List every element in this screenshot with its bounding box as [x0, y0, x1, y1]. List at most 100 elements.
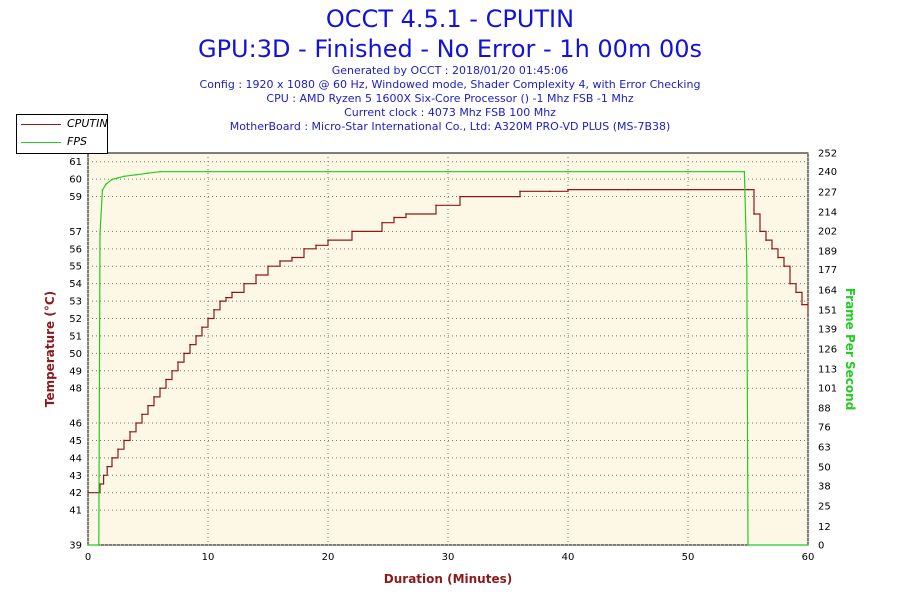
data-point-cputin: [291, 256, 293, 259]
y2-tick-label: 76: [818, 422, 831, 433]
legend-swatch-cputin: [21, 124, 61, 125]
y2-tick-label: 214: [818, 208, 837, 219]
data-point-cputin: [117, 448, 119, 450]
y2-tick-label: 0: [818, 541, 824, 552]
data-point-fps: [447, 170, 449, 173]
data-point-fps: [105, 183, 107, 185]
data-point-cputin: [747, 188, 749, 191]
legend-label-cputin: CPUTIN: [67, 117, 108, 130]
data-point-fps: [87, 544, 89, 546]
y2-tick-label: 25: [818, 502, 831, 513]
data-point-cputin: [627, 188, 629, 191]
data-point-cputin: [147, 404, 149, 407]
y2-tick-label: 151: [818, 306, 837, 317]
data-point-fps: [135, 173, 137, 176]
data-point-cputin: [405, 213, 407, 215]
y-tick-label: 55: [69, 262, 82, 273]
data-point-cputin: [807, 314, 809, 316]
legend-swatch-fps: [21, 142, 61, 143]
data-point-cputin: [141, 413, 143, 416]
data-point-cputin: [153, 396, 155, 398]
y-tick-label: 42: [69, 488, 82, 499]
data-point-fps: [207, 170, 209, 173]
data-point-cputin: [213, 309, 215, 311]
data-point-fps: [159, 170, 161, 173]
generated-info: Generated by OCCT : 2018/01/20 01:45:06: [331, 64, 569, 77]
data-point-fps: [99, 233, 101, 235]
data-point-fps: [147, 172, 149, 175]
data-point-fps: [807, 544, 809, 546]
data-point-cputin: [201, 326, 203, 329]
data-point-cputin: [243, 282, 245, 285]
series-line-cputin: [88, 189, 809, 494]
y2-tick-label: 113: [818, 365, 837, 376]
y2-tick-label: 88: [818, 404, 831, 415]
data-point-cputin: [549, 190, 551, 193]
y2-tick-label: 227: [818, 187, 837, 198]
y-tick-label: 59: [69, 192, 82, 203]
chart-title: OCCT 4.5.1 - CPUTIN: [325, 5, 575, 33]
y-tick-label: 53: [69, 297, 82, 308]
data-point-cputin: [327, 239, 329, 241]
data-point-cputin: [129, 430, 131, 433]
data-point-fps: [747, 544, 749, 546]
data-point-cputin: [567, 188, 569, 191]
data-point-cputin: [315, 244, 317, 247]
y2-tick-label: 38: [818, 481, 831, 492]
y-tick-label: 52: [69, 314, 82, 325]
y-tick-label: 61: [69, 157, 82, 168]
data-point-cputin: [771, 248, 773, 250]
x-tick-label: 50: [682, 552, 695, 563]
y-tick-label: 56: [69, 244, 82, 255]
y2-tick-label: 189: [818, 247, 837, 258]
chart-subtitle: GPU:3D - Finished - No Error - 1h 00m 00…: [197, 35, 702, 63]
x-tick-label: 60: [802, 552, 815, 563]
data-point-cputin: [381, 221, 383, 224]
y-tick-label: 54: [69, 279, 82, 290]
data-point-fps: [687, 170, 689, 173]
y2-tick-label: 50: [818, 463, 831, 474]
y-tick-label: 39: [69, 541, 82, 552]
data-point-cputin: [135, 422, 137, 424]
data-point-cputin: [777, 256, 779, 259]
series-line-fps: [88, 171, 808, 546]
y2-axis-label: Frame Per Second: [843, 288, 857, 411]
data-point-cputin: [753, 213, 755, 215]
data-point-cputin: [102, 474, 105, 477]
data-point-cputin: [165, 378, 167, 381]
data-point-cputin: [159, 387, 161, 390]
data-point-cputin: [519, 190, 521, 193]
clock-info: Current clock : 4073 Mhz FSB 100 Mhz: [344, 106, 556, 119]
data-point-cputin: [255, 274, 257, 276]
y2-tick-label: 63: [818, 443, 831, 454]
y-tick-label: 49: [69, 366, 82, 377]
data-point-cputin: [111, 457, 113, 459]
y2-tick-label: 139: [818, 324, 837, 335]
config-info: Config : 1920 x 1080 @ 60 Hz, Windowed m…: [199, 78, 701, 91]
y-tick-label: 48: [69, 384, 82, 395]
y-tick-label: 45: [69, 436, 82, 447]
data-point-fps: [117, 177, 119, 179]
data-point-cputin: [795, 291, 797, 294]
data-point-fps: [98, 544, 100, 546]
legend-item-fps: FPS: [17, 133, 107, 151]
y2-tick-label: 252: [818, 149, 837, 160]
data-point-cputin: [393, 216, 395, 219]
cpu-info: CPU : AMD Ryzen 5 1600X Six-Core Process…: [266, 92, 634, 105]
data-point-fps: [743, 170, 746, 173]
title-block: OCCT 4.5.1 - CPUTIN GPU:3D - Finished - …: [0, 4, 900, 134]
data-point-cputin: [177, 361, 179, 363]
data-point-cputin: [123, 439, 125, 442]
y2-tick-label: 126: [818, 345, 837, 356]
data-point-cputin: [687, 188, 689, 191]
x-tick-label: 40: [562, 552, 575, 563]
y-tick-label: 60: [69, 175, 82, 186]
legend-label-fps: FPS: [67, 135, 87, 148]
data-point-fps: [746, 264, 748, 266]
y2-tick-label: 240: [818, 167, 837, 178]
motherboard-info: MotherBoard : Micro-Star International C…: [229, 120, 671, 133]
y-axis-label: Temperature (°C): [43, 291, 57, 407]
data-point-cputin: [183, 352, 185, 355]
y-tick-label: 57: [69, 227, 82, 238]
